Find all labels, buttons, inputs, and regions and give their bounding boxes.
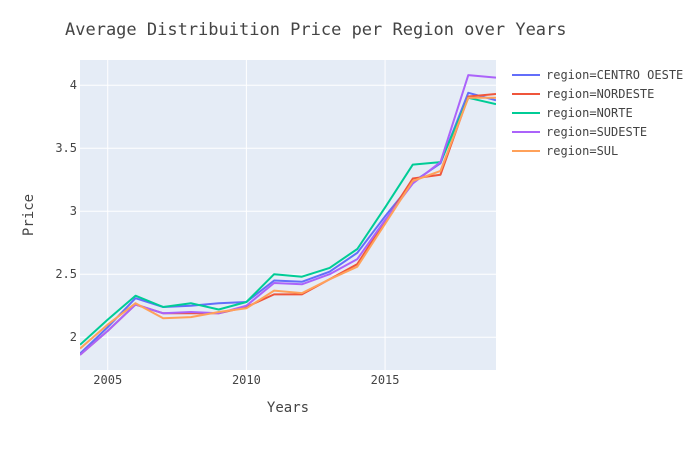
plot-area xyxy=(80,60,496,370)
y-tick-label: 4 xyxy=(70,78,77,92)
x-axis-title: Years xyxy=(267,400,309,416)
legend-item[interactable]: region=NORTE xyxy=(512,106,633,120)
legend: region=CENTRO OESTE region=NORDESTE region… xyxy=(512,68,683,158)
legend-label: region=NORDESTE xyxy=(546,87,654,101)
series-line xyxy=(80,96,496,346)
series-line xyxy=(80,96,496,350)
legend-item[interactable]: region=CENTRO OESTE xyxy=(512,68,683,82)
series-line xyxy=(80,74,496,356)
chart-title: Average Distribuition Price per Region o… xyxy=(65,20,567,40)
x-tick-label: 2005 xyxy=(93,373,122,387)
y-tick-label: 3 xyxy=(70,204,77,218)
legend-label: region=CENTRO OESTE xyxy=(546,68,683,82)
legend-label: region=NORTE xyxy=(546,106,633,120)
tick-labels: 2005 2010 2015 2 2.5 3 3.5 4 xyxy=(55,78,399,387)
legend-item[interactable]: region=NORDESTE xyxy=(512,87,654,101)
series-lines xyxy=(80,74,496,356)
y-axis-title: Price xyxy=(21,194,37,236)
y-tick-label: 2.5 xyxy=(55,267,77,281)
y-tick-label: 2 xyxy=(70,330,77,344)
legend-item[interactable]: region=SUL xyxy=(512,144,618,158)
x-tick-label: 2010 xyxy=(232,373,261,387)
legend-label: region=SUL xyxy=(546,144,618,158)
legend-item[interactable]: region=SUDESTE xyxy=(512,125,647,139)
y-tick-label: 3.5 xyxy=(55,141,77,155)
x-tick-label: 2015 xyxy=(371,373,400,387)
legend-label: region=SUDESTE xyxy=(546,125,647,139)
